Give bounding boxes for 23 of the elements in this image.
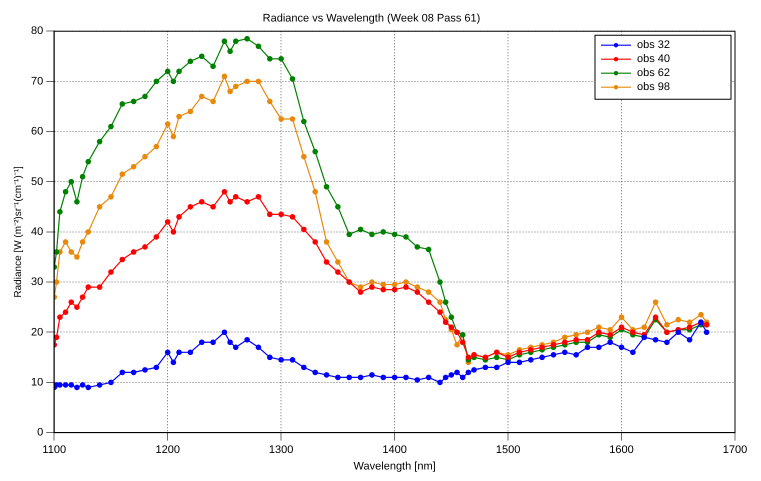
y-tick-label: 10 — [30, 376, 44, 388]
y-tick-label: 70 — [30, 75, 44, 88]
y-tick-label: 60 — [30, 126, 44, 138]
x-tick-label: 1400 — [382, 444, 407, 456]
x-tick-label: 1500 — [496, 444, 520, 456]
chart-title: Radiance vs Wavelength (Week 08 Pass 61) — [262, 12, 480, 25]
y-tick-label: 80 — [30, 25, 44, 38]
y-tick-label: 20 — [30, 326, 44, 338]
y-tick-label: 40 — [30, 226, 44, 238]
legend-label: obs 62 — [637, 67, 670, 80]
legend-label: obs 40 — [637, 53, 670, 66]
x-tick-label: 1300 — [268, 444, 294, 456]
y-axis-title: Radiance [W (m⁻²)sr⁻¹(cm⁻¹)⁻¹] — [12, 166, 24, 298]
x-tick-label: 1100 — [42, 444, 66, 456]
y-tick-label: 50 — [30, 176, 44, 188]
y-tick-label: 0 — [37, 426, 44, 439]
x-tick-label: 1200 — [155, 444, 180, 456]
legend-label: obs 32 — [637, 39, 670, 52]
x-tick-label: 1600 — [609, 444, 634, 456]
x-axis-title: Wavelength [nm] — [354, 460, 436, 472]
x-tick-label: 1700 — [722, 444, 748, 456]
y-tick-label: 30 — [30, 276, 44, 288]
legend-label: obs 98 — [637, 81, 670, 94]
